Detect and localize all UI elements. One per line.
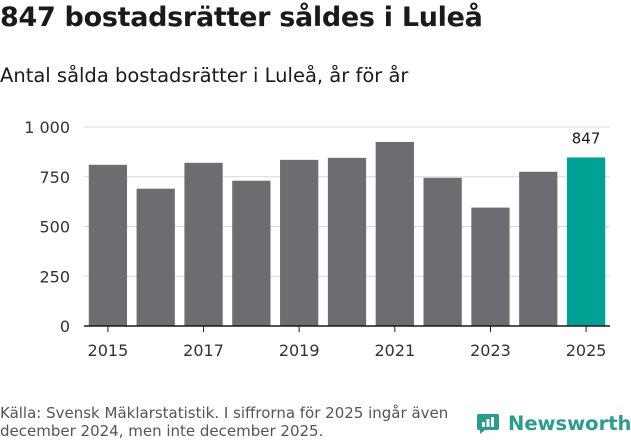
brand-name: Newsworthy: [508, 411, 631, 435]
x-tick-label: 2017: [183, 341, 224, 360]
y-axis-ticks: 0 250 500 750 1 000: [24, 118, 70, 336]
bar-2025: [566, 157, 606, 326]
newsworthy-logo: Newsworthy: [476, 408, 631, 438]
bar-2018: [232, 180, 271, 326]
x-tick-label: 2021: [374, 341, 415, 360]
newsworthy-logo-icon: [477, 414, 499, 434]
x-tick-label: 2015: [88, 341, 129, 360]
bar-2022: [423, 177, 462, 326]
bars: [88, 141, 606, 326]
source-note: Källa: Svensk Mäklarstatistik. I siffror…: [0, 404, 449, 440]
data-labels: 847: [572, 129, 601, 147]
y-tick-label: 250: [39, 267, 70, 286]
bar-2020: [327, 157, 367, 326]
highlight-value-label: 847: [572, 129, 601, 147]
y-tick-label: 1 000: [24, 118, 70, 137]
x-tick-label: 2025: [566, 341, 607, 360]
bar-chart: 0 250 500 750 1 000 2015 2017 2019 2021 2023 2025…: [24, 118, 610, 360]
x-axis: 2015 2017 2019 2021 2023 2025: [84, 325, 610, 360]
chart-subtitle: Antal sålda bostadsrätter i Luleå, år fö…: [0, 64, 409, 87]
bar-2017: [184, 162, 223, 326]
bar-2024: [519, 171, 558, 326]
bar-2021: [375, 141, 414, 326]
bar-2023: [471, 207, 510, 326]
x-tick-label: 2023: [470, 341, 511, 360]
y-tick-label: 500: [39, 218, 70, 237]
bar-2019: [280, 159, 319, 326]
bar-2016: [136, 188, 175, 326]
bar-2015: [88, 164, 128, 326]
y-tick-label: 750: [39, 168, 70, 187]
chart-title: 847 bostadsrätter såldes i Luleå: [0, 2, 483, 33]
x-tick-label: 2019: [279, 341, 320, 360]
y-tick-label: 0: [60, 317, 70, 336]
